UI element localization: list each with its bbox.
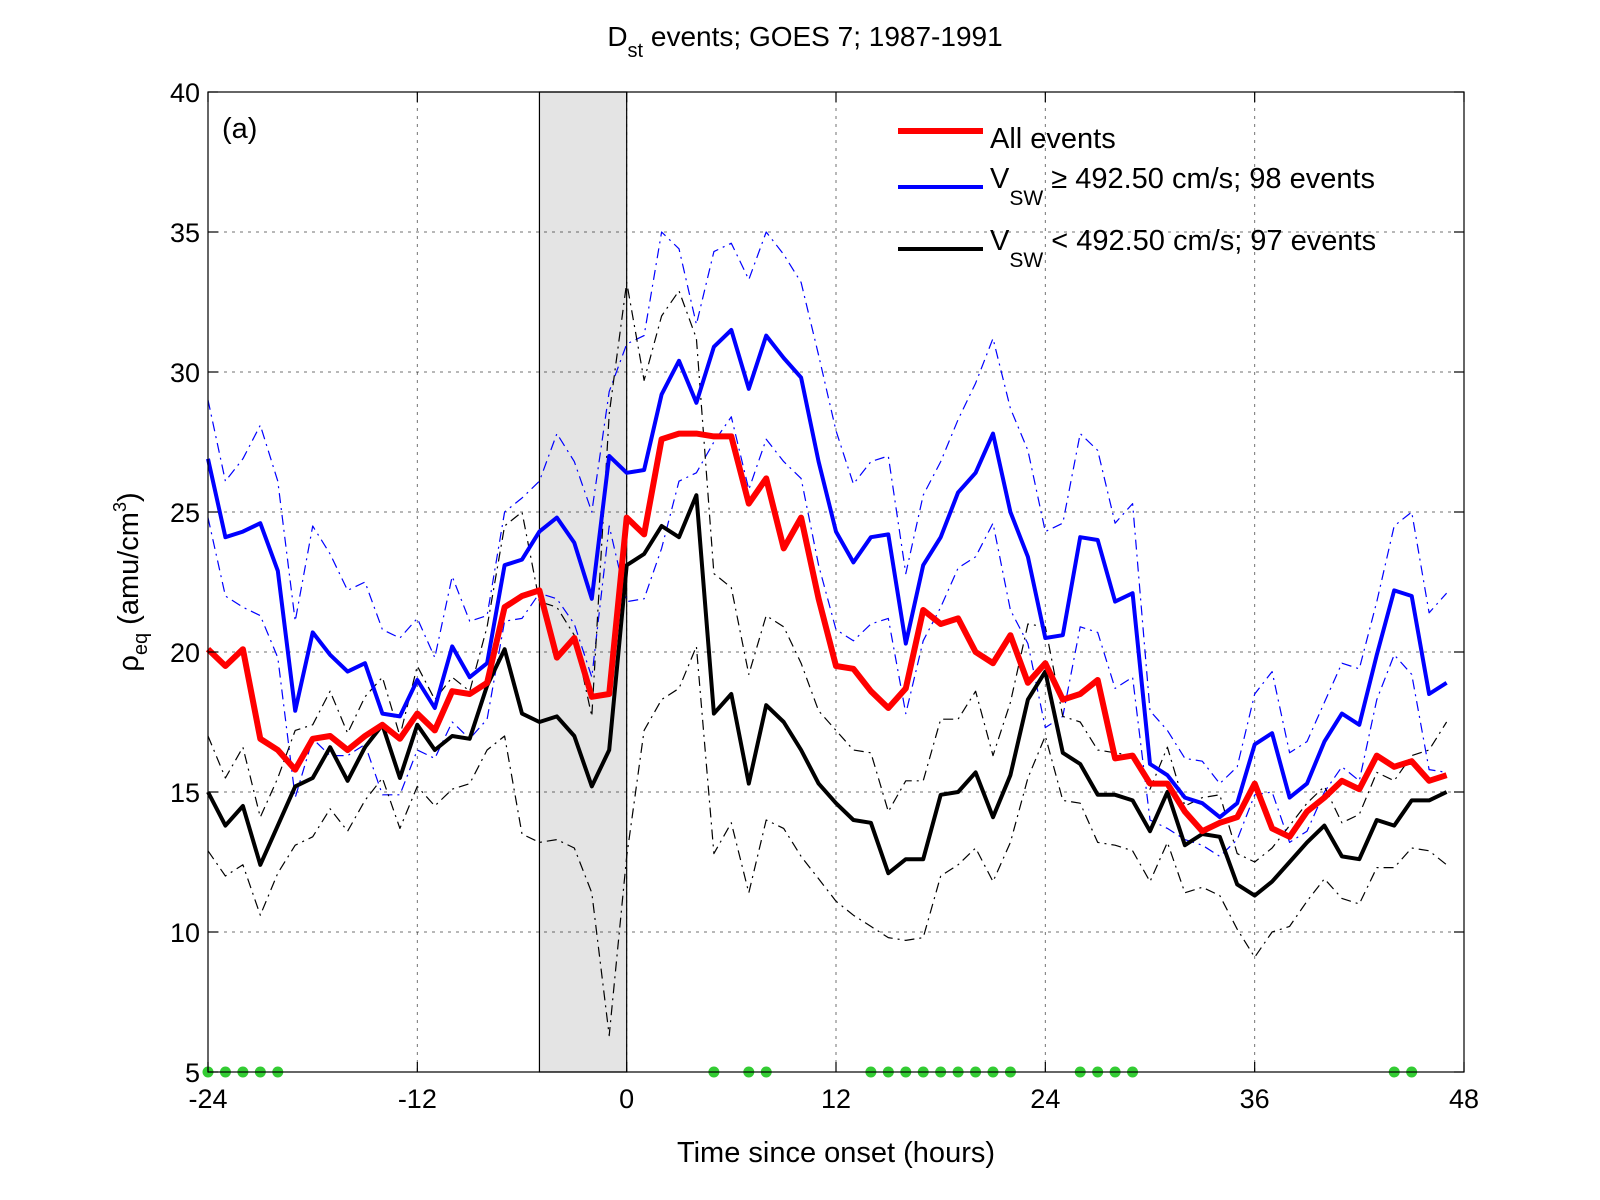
series-all-mean bbox=[205, 430, 1448, 840]
legend-label-high-speed: VSW ≥ 492.50 cm/s; 98 events bbox=[990, 163, 1375, 210]
y-tick-label: 15 bbox=[170, 778, 200, 808]
y-tick-label: 30 bbox=[170, 358, 200, 388]
series-high-bound-3 bbox=[207, 231, 1448, 785]
y-tick-label: 10 bbox=[170, 918, 200, 948]
y-tick-label: 5 bbox=[185, 1058, 200, 1088]
x-axis-label: Time since onset (hours) bbox=[677, 1137, 995, 1169]
x-tick-label: 0 bbox=[619, 1084, 634, 1114]
legend: All events VSW ≥ 492.50 cm/s; 98 events … bbox=[898, 123, 1376, 272]
series-low-mean bbox=[206, 493, 1448, 898]
y-axis-label: ρeq (amu/cm3) bbox=[110, 492, 152, 671]
shaded-interval-layer bbox=[538, 91, 628, 1073]
chart-title: Dst events; GOES 7; 1987-1991 bbox=[607, 21, 1002, 62]
y-tick-label: 25 bbox=[170, 498, 200, 528]
x-tick-label: 48 bbox=[1449, 1084, 1479, 1114]
x-tick-label: -12 bbox=[398, 1084, 437, 1114]
x-tick-label: 36 bbox=[1240, 1084, 1270, 1114]
y-tick-label: 20 bbox=[170, 638, 200, 668]
x-tick-label: 24 bbox=[1030, 1084, 1060, 1114]
shaded-interval bbox=[538, 91, 628, 1073]
x-tick-label: -24 bbox=[188, 1084, 227, 1114]
legend-label-all-events: All events bbox=[990, 123, 1116, 155]
panel-label: (a) bbox=[222, 113, 257, 145]
series-layer bbox=[205, 231, 1448, 1037]
series-low-bound-6 bbox=[207, 645, 1447, 1037]
legend-label-low-speed: VSW < 492.50 cm/s; 97 events bbox=[990, 225, 1376, 272]
series-low-bound-5 bbox=[207, 281, 1448, 863]
y-tick-label: 40 bbox=[170, 78, 200, 108]
tick-layer: -24 -12 0 12 24 36 48 5 10 15 20 25 30 35 40 bbox=[170, 78, 1479, 1114]
series-high-mean bbox=[206, 328, 1448, 820]
series-high-bound-4 bbox=[207, 416, 1447, 858]
y-tick-label: 35 bbox=[170, 218, 200, 248]
x-tick-label: 12 bbox=[821, 1084, 851, 1114]
